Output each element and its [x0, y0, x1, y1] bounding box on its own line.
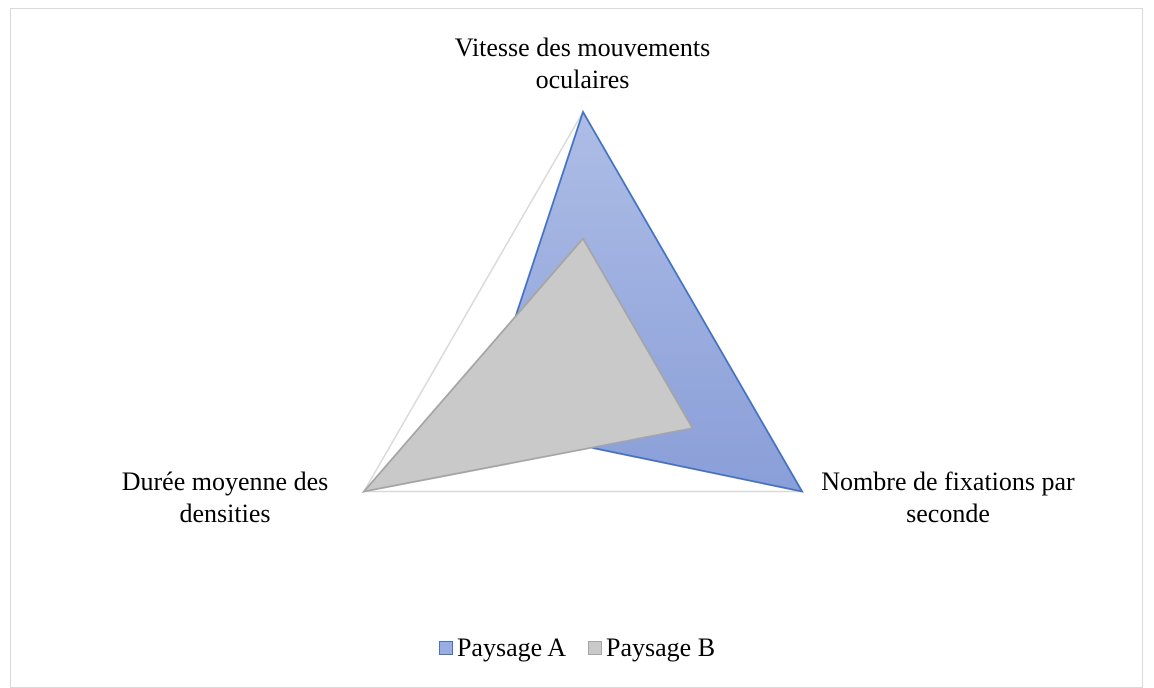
legend-entry: Paysage B — [588, 633, 715, 663]
category-label: Vitesse des mouvements oculaires — [454, 33, 711, 94]
legend-label: Paysage B — [606, 633, 716, 662]
legend: Paysage A Paysage B — [0, 633, 1154, 663]
series-area — [361, 236, 694, 493]
legend-swatch — [438, 641, 453, 655]
category-label: Nombre de fixations par seconde — [821, 467, 1075, 528]
legend-swatch — [588, 641, 602, 655]
legend-label: Paysage A — [456, 633, 566, 662]
category-label: Durée moyenne des densities — [121, 467, 329, 528]
legend-entry: Paysage A — [438, 633, 566, 663]
